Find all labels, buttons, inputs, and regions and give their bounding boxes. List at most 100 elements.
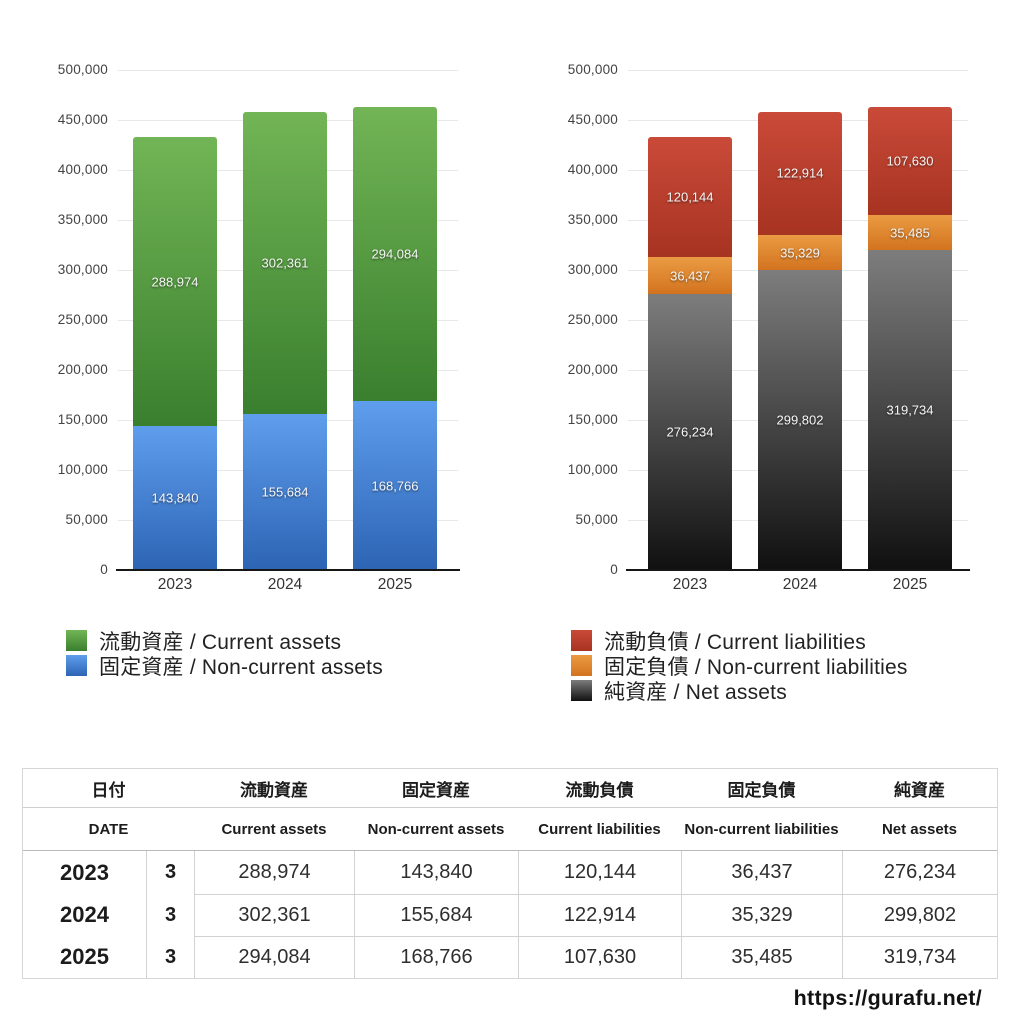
legend-swatch [571,630,592,652]
month-cell: 3 [146,936,194,978]
legend-item: 固定負債 / Non-current liabilities [571,655,908,679]
table-header-en: Current assets [194,808,354,851]
month-cell: 3 [146,894,194,936]
x-axis-line [626,569,970,571]
gridline [628,270,968,271]
gridline [118,370,458,371]
table-header-en: Non-current liabilities [681,808,842,851]
table-header-ja: 固定資産 [354,769,518,808]
gridline [628,320,968,321]
bar-segment-2025: 319,734 [868,250,952,570]
bar-segment-2025: 107,630 [868,107,952,215]
bar-value-label: 294,084 [371,246,419,262]
y-axis-tick-label: 350,000 [57,212,108,227]
gridline [628,470,968,471]
bar-segment-2024: 302,361 [243,111,327,415]
table-header-ja: 流動負債 [518,769,681,808]
table-header-en: Net assets [842,808,997,851]
bar-value-label: 155,684 [261,484,309,500]
y-axis-tick-label: 150,000 [57,412,108,427]
month-cell: 3 [146,851,194,894]
legend-swatch [571,655,592,677]
bar-segment-2024: 155,684 [243,414,327,570]
bar-value-label: 35,485 [890,225,930,241]
y-axis-tick-label: 0 [100,562,108,577]
y-axis-tick-label: 400,000 [567,162,618,177]
year-cell: 2025 [60,944,109,969]
value-cell: 155,684 [354,894,518,936]
bar-value-label: 288,974 [151,274,199,290]
gridline [118,270,458,271]
y-axis-tick-label: 200,000 [567,362,618,377]
gridline [118,170,458,171]
legend-label: 流動負債 / Current liabilities [604,630,866,654]
legend-label: 固定資産 / Non-current assets [99,655,383,679]
table-header-en: DATE [23,808,194,851]
gridline [118,70,458,71]
y-axis-tick-label: 300,000 [567,262,618,277]
bar-segment-2023: 143,840 [133,426,217,570]
bar-segment-2023: 36,437 [648,257,732,294]
value-cell: 122,914 [518,894,681,936]
gridline [628,220,968,221]
value-cell: 35,329 [681,894,842,936]
x-axis-label-2025: 2025 [892,576,928,593]
legend-item: 固定資産 / Non-current assets [66,655,383,679]
year-cell: 2023 [60,859,109,885]
y-axis-tick-label: 100,000 [567,462,618,477]
value-cell: 276,234 [842,851,997,894]
y-axis-tick-label: 250,000 [57,312,108,327]
bar-segment-2023: 120,144 [648,137,732,258]
x-axis-label-2024: 2024 [267,576,303,593]
y-axis-tick-label: 400,000 [57,162,108,177]
bar-segment-2025: 168,766 [353,401,437,570]
y-axis-tick-label: 100,000 [57,462,108,477]
value-cell: 299,802 [842,894,997,936]
plot-area: 276,234 36,437 120,144 299,802 35,329 122,914… [626,70,970,571]
gridline [628,370,968,371]
year-cell: 2024 [60,902,109,927]
bar-segment-2024: 35,329 [758,234,842,271]
bar-value-label: 299,802 [776,412,824,428]
gridline [628,420,968,421]
balance-sheet-table: 日付 流動資産 固定資産 流動負債 固定負債 純資産 DATE Current assets N… [22,768,998,979]
y-axis-tick-label: 50,000 [575,512,618,527]
legend-item: 流動資産 / Current assets [66,630,383,654]
bar-value-label: 168,766 [371,478,419,494]
bar-segment-2024: 299,802 [758,270,842,570]
x-axis-label-2024: 2024 [782,576,818,593]
y-axis-tick-label: 50,000 [65,512,108,527]
table-header-ja: 純資産 [842,769,997,808]
bar-value-label: 107,630 [886,153,934,169]
y-axis-tick-label: 200,000 [57,362,108,377]
x-axis-line [116,569,460,571]
gridline [628,70,968,71]
gridline [628,520,968,521]
site-url: https://gurafu.net/ [793,986,982,1010]
x-axis-label-2025: 2025 [377,576,413,593]
value-cell: 35,485 [681,936,842,978]
legend-label: 流動資産 / Current assets [99,630,342,654]
legend-label: 純資産 / Net assets [604,680,787,704]
gridline [118,120,458,121]
legend-swatch [66,630,87,652]
bar-segment-2025: 35,485 [868,214,952,251]
value-cell: 319,734 [842,936,997,978]
table-header-ja: 流動資産 [194,769,354,808]
y-axis-tick-label: 450,000 [567,112,618,127]
assets-legend: 流動資産 / Current assets 固定資産 / Non-current … [66,630,383,679]
gridline [118,520,458,521]
value-cell: 168,766 [354,936,518,978]
y-axis-tick-label: 300,000 [57,262,108,277]
gridline [118,220,458,221]
gridline [628,120,968,121]
value-cell: 288,974 [194,851,354,894]
gridline [118,320,458,321]
y-axis-tick-label: 350,000 [567,212,618,227]
liabilities-legend: 流動負債 / Current liabilities 固定負債 / Non-cur… [571,630,908,704]
table-header-ja: 固定負債 [681,769,842,808]
gridline [118,470,458,471]
gridline [628,170,968,171]
table-header-ja: 日付 [23,769,194,808]
